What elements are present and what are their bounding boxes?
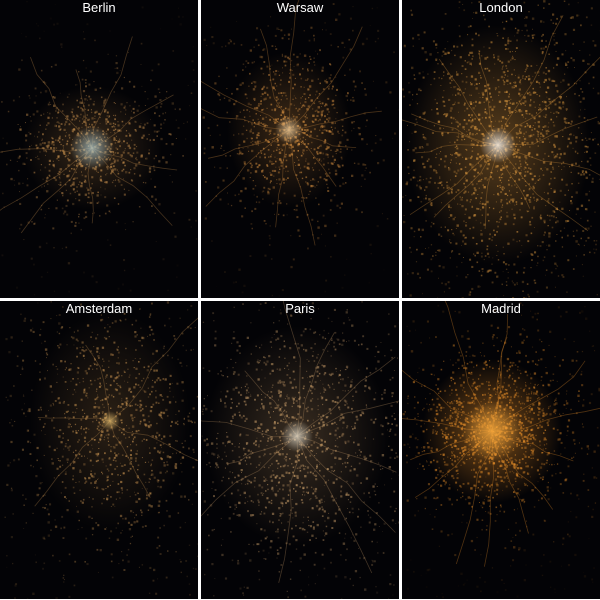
panel-madrid: Madrid xyxy=(402,301,600,599)
panel-london: London xyxy=(402,0,600,298)
panel-paris: Paris xyxy=(201,301,399,599)
paris-night-image xyxy=(201,301,399,599)
panel-warsaw: Warsaw xyxy=(201,0,399,298)
london-night-image xyxy=(402,0,600,298)
panel-amsterdam: Amsterdam xyxy=(0,301,198,599)
berlin-night-image xyxy=(0,0,198,298)
amsterdam-night-image xyxy=(0,301,198,599)
panel-berlin: Berlin xyxy=(0,0,198,298)
warsaw-night-image xyxy=(201,0,399,298)
madrid-night-image xyxy=(402,301,600,599)
